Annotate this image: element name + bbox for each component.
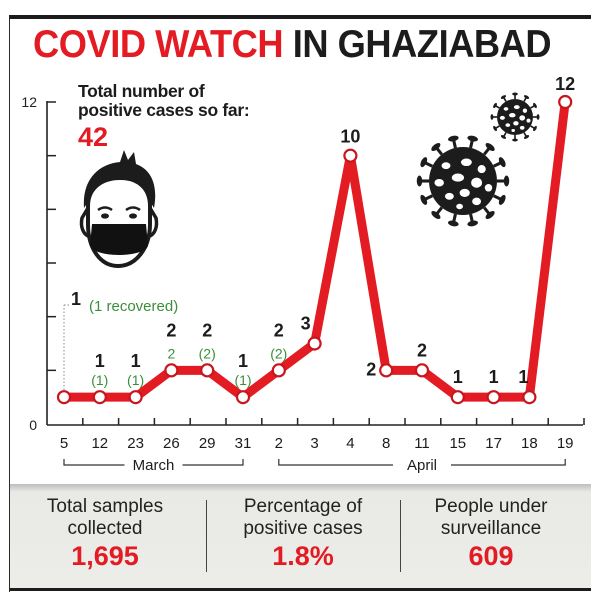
value-label: 2: [202, 320, 212, 340]
value-label: 1: [238, 351, 248, 371]
data-point: [414, 363, 430, 378]
recovered-label: (1): [127, 372, 144, 388]
line-chart: 12 0 5 12 23 26 29 31 2 3 4 8 11 15 17 18 19 March Apri…: [21, 74, 585, 474]
x-tick-label: 18: [521, 435, 538, 452]
title-highlight: COVID WATCH: [33, 23, 284, 66]
data-point: [558, 94, 573, 110]
value-label: 2: [166, 320, 176, 340]
x-tick-label: 29: [199, 435, 216, 452]
value-label: 1: [71, 289, 81, 309]
value-label: 2: [366, 359, 376, 379]
y-tick-label-zero: 0: [29, 417, 37, 433]
stat-value: 609: [468, 541, 514, 571]
title-location: IN GHAZIABAD: [292, 23, 552, 66]
total-label-line2: positive cases so far:: [78, 100, 250, 120]
stat-label-line1: People under: [434, 496, 548, 517]
y-axis: 12 0: [21, 94, 56, 433]
data-point: [486, 390, 501, 405]
x-tick-label: 4: [346, 435, 354, 452]
stat-label-line2: collected: [67, 518, 143, 539]
data-point: [307, 336, 322, 351]
stat-label: People under surveillance: [396, 496, 586, 540]
total-cases-value: 42: [78, 122, 109, 152]
stat-label-line2: surveillance: [440, 518, 542, 539]
value-label: 1: [131, 351, 141, 371]
x-tick-label: 3: [310, 435, 318, 452]
x-tick-label: 17: [485, 435, 502, 452]
recovered-labels: (1) (1) 2 (2) (1) (2): [91, 345, 287, 388]
month-label: April: [407, 457, 437, 474]
stat-divider: [206, 500, 207, 572]
stat-value: 1.8%: [272, 541, 334, 571]
data-point: [200, 363, 215, 378]
month-label: March: [133, 457, 175, 474]
virus-icon-large: [416, 135, 510, 227]
stat-label-line1: Total samples: [46, 496, 164, 517]
recovered-label: (1): [234, 372, 251, 388]
x-axis: 5 12 23 26 29 31 2 3 4 8 11 15 17 18 19 March April: [47, 418, 585, 474]
value-label: 1: [489, 367, 499, 387]
data-point: [343, 148, 358, 163]
page-title: COVID WATCH IN GHAZIABAD: [33, 23, 552, 66]
value-label: 1: [453, 367, 463, 387]
x-tick-label: 5: [60, 435, 68, 452]
data-point: [379, 363, 394, 378]
recovered-label: (2): [270, 345, 287, 361]
data-point: [56, 390, 72, 405]
y-tick-label-max: 12: [21, 94, 37, 110]
stat-label-line1: Percentage of: [243, 496, 363, 517]
stat-label: Percentage of positive cases: [208, 496, 398, 540]
value-label: 12: [555, 74, 575, 94]
total-label-line1: Total number of: [78, 81, 205, 101]
recovered-label: (1): [91, 372, 108, 388]
data-point: [235, 390, 251, 405]
data-point: [92, 390, 107, 405]
data-points: [56, 94, 573, 405]
masked-face-icon: [79, 150, 159, 269]
value-label: 3: [301, 314, 311, 334]
x-tick-label: 19: [557, 435, 574, 452]
stat-positive-percentage: Percentage of positive cases 1.8%: [208, 496, 398, 570]
x-tick-label: 8: [382, 435, 390, 452]
data-point: [450, 390, 465, 405]
virus-icon-small: [490, 92, 540, 142]
value-label: 2: [417, 340, 427, 360]
x-tick-label: 11: [414, 435, 430, 452]
stat-divider: [400, 500, 401, 572]
data-point: [164, 363, 179, 378]
data-point: [128, 390, 143, 405]
value-label: 2: [274, 320, 284, 340]
stats-panel: Total samples collected 1,695 Percentage…: [10, 484, 591, 591]
x-tick-label: 26: [163, 435, 180, 452]
stat-value: 1,695: [71, 541, 139, 571]
total-cases-summary: Total number of positive cases so far: 4…: [78, 81, 250, 152]
data-point: [522, 390, 537, 405]
value-label: 1: [95, 351, 105, 371]
stat-label: Total samples collected: [10, 496, 200, 540]
recovered-label: (2): [199, 345, 216, 361]
infographic-frame: [9, 15, 591, 592]
total-cases-label: Total number of positive cases so far:: [78, 81, 250, 120]
x-tick-label: 12: [91, 435, 108, 452]
value-label: 10: [340, 127, 360, 147]
stat-label-line2: positive cases: [243, 518, 363, 539]
value-label: 1: [518, 367, 528, 387]
recovered-label: 2: [168, 345, 176, 361]
x-tick-label: 31: [235, 435, 252, 452]
stat-people-surveillance: People under surveillance 609: [396, 496, 586, 570]
stat-total-samples: Total samples collected 1,695: [10, 496, 200, 570]
x-tick-label: 2: [275, 435, 283, 452]
first-recovered-note: (1 recovered): [89, 298, 178, 315]
x-tick-label: 15: [449, 435, 466, 452]
data-point: [271, 363, 286, 378]
x-tick-label: 23: [127, 435, 144, 452]
